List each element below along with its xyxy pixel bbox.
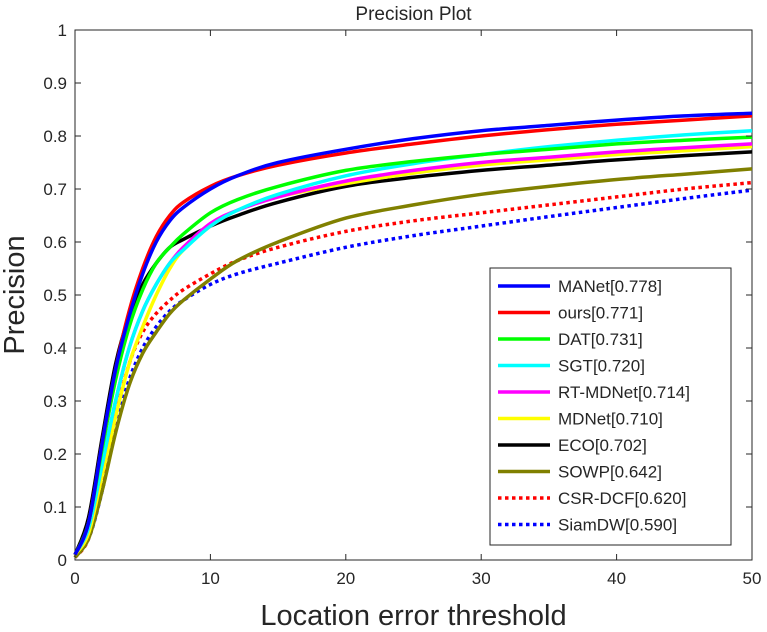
series-lines [73,111,753,559]
y-tick-label: 0.5 [43,286,67,305]
series-line-siamdw [73,188,753,559]
legend-entry: RT-MDNet[0.714] [558,383,690,402]
legend-entry: SGT[0.720] [558,357,645,376]
y-tick-label: 0.7 [43,180,67,199]
series-line-manet [73,111,753,556]
series-line-dat [73,135,753,556]
x-tick-label: 30 [472,569,491,588]
x-tick-label: 50 [743,569,762,588]
y-tick-label: 0.3 [43,392,67,411]
x-tick-label: 10 [201,569,220,588]
y-tick-label: 0.9 [43,74,67,93]
series-line-sowp [73,167,753,559]
x-tick-label: 0 [70,569,79,588]
legend: MANet[0.778] ours[0.771] DAT[0.731] SGT[0.7… [489,267,732,546]
y-tick-label: 0.2 [43,445,67,464]
legend-entry: MANet[0.778] [558,277,662,296]
legend-entry: MDNet[0.710] [558,410,663,429]
legend-entry: ECO[0.702] [558,436,647,455]
axis-ticks: 0 10 20 30 40 50 0 0.1 0.2 0.3 0.4 0.5 0.6 0.7 0.8 0.9 1 [43,21,761,588]
y-tick-label: 0.6 [43,233,67,252]
legend-entry: ours[0.771] [558,304,643,323]
y-tick-label: 0.8 [43,127,67,146]
x-tick-label: 20 [336,569,355,588]
y-tick-label: 0.4 [43,339,67,358]
y-tick-label: 1 [58,21,67,40]
legend-entry: SOWP[0.642] [558,463,662,482]
legend-entry: DAT[0.731] [558,330,643,349]
x-tick-label: 40 [607,569,626,588]
y-axis-title: Precision [0,235,31,354]
chart-title: Precision Plot [355,4,472,25]
legend-entry: SiamDW[0.590] [558,516,677,535]
x-axis-title: Location error threshold [260,600,566,632]
series-line-sgt [73,128,753,556]
y-tick-label: 0.1 [43,498,67,517]
legend-entry: CSR-DCF[0.620] [558,489,686,508]
y-tick-label: 0 [58,551,67,570]
